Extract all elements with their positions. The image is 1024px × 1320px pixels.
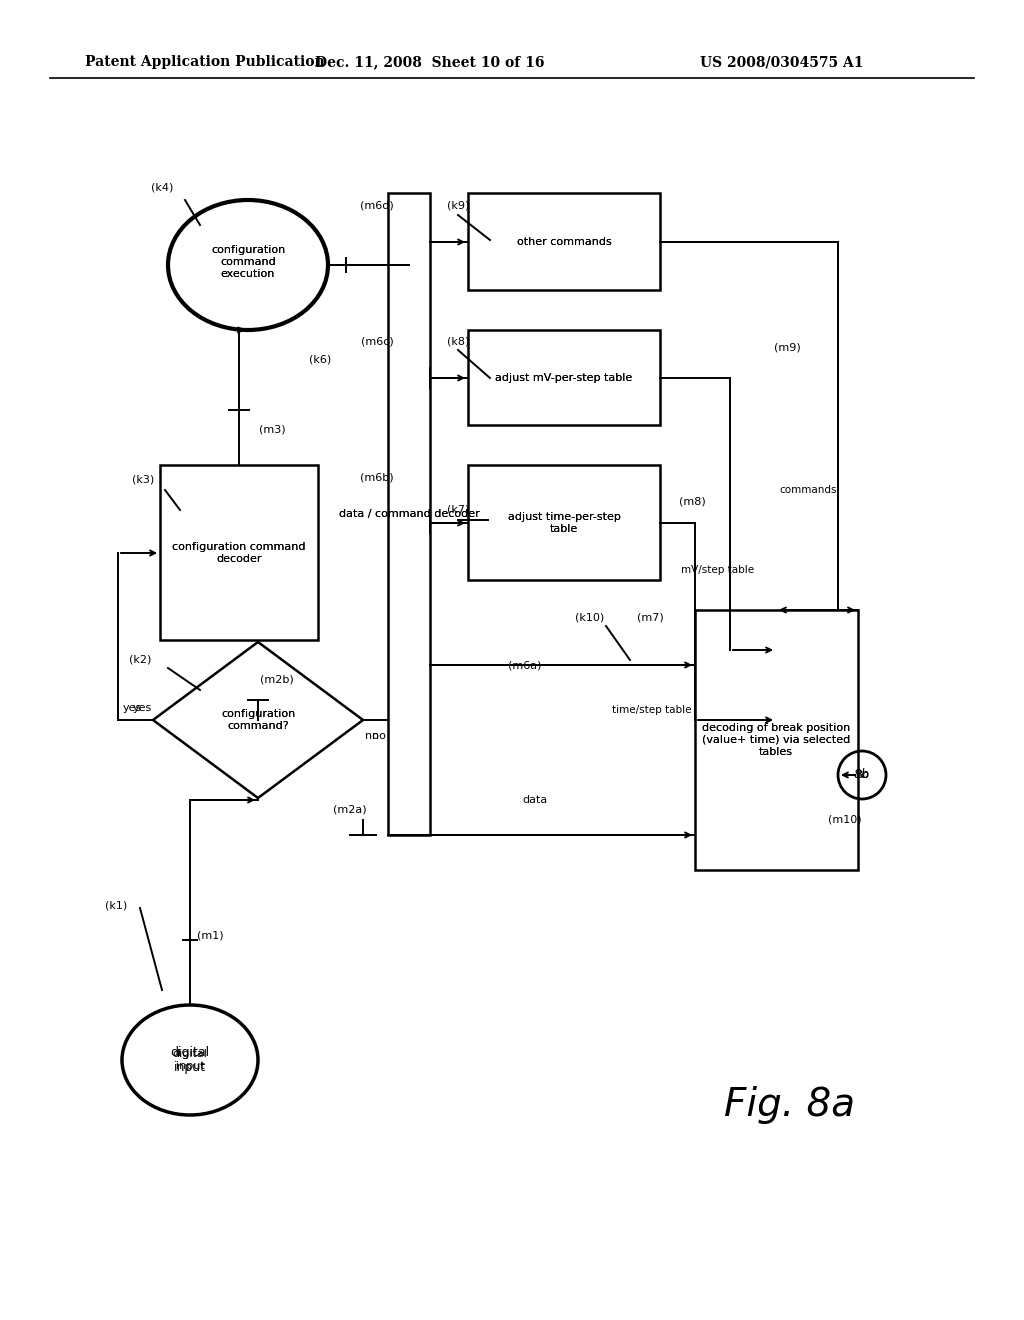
Bar <box>160 465 318 640</box>
Text: (m1): (m1) <box>197 931 223 940</box>
Text: (m9): (m9) <box>773 342 801 352</box>
Text: adjust mV-per-step table: adjust mV-per-step table <box>496 374 633 383</box>
Bar <box>468 330 660 425</box>
Text: configuration
command
execution: configuration command execution <box>211 246 285 279</box>
Text: time/step table: time/step table <box>612 705 692 715</box>
Text: adjust time-per-step
table: adjust time-per-step table <box>508 512 621 533</box>
Text: configuration
command?: configuration command? <box>221 709 295 731</box>
Text: decoding of break position
(value+ time) via selected
tables: decoding of break position (value+ time)… <box>701 723 850 756</box>
Text: (m3): (m3) <box>259 425 286 436</box>
Text: other commands: other commands <box>517 238 611 247</box>
Text: Dec. 11, 2008  Sheet 10 of 16: Dec. 11, 2008 Sheet 10 of 16 <box>315 55 545 69</box>
Text: commands: commands <box>779 484 837 495</box>
Text: (k4): (k4) <box>151 183 173 193</box>
Text: (m7): (m7) <box>637 612 664 623</box>
Text: data / command decoder: data / command decoder <box>339 510 479 519</box>
Text: data / command decoder: data / command decoder <box>339 510 479 519</box>
Text: configuration
command
execution: configuration command execution <box>211 246 285 279</box>
Text: (k8): (k8) <box>446 337 469 347</box>
Bar <box>468 465 660 579</box>
Text: (k3): (k3) <box>132 475 155 484</box>
Text: Patent Application Publication: Patent Application Publication <box>85 55 325 69</box>
Text: adjust time-per-step
table: adjust time-per-step table <box>508 512 621 533</box>
Text: (k2): (k2) <box>129 655 152 665</box>
Text: 8b: 8b <box>854 768 870 781</box>
Text: (k6): (k6) <box>309 355 331 366</box>
Text: Fig. 8a: Fig. 8a <box>724 1086 856 1125</box>
Bar <box>468 193 660 290</box>
Text: no: no <box>372 731 386 741</box>
Bar <box>695 610 858 870</box>
Text: decoding of break position
(value+ time) via selected
tables: decoding of break position (value+ time)… <box>701 723 850 756</box>
Text: yes: yes <box>123 704 142 713</box>
Text: 8b: 8b <box>855 770 869 780</box>
Text: configuration command
decoder: configuration command decoder <box>172 543 306 564</box>
Text: (k10): (k10) <box>575 612 604 623</box>
Text: (k9): (k9) <box>446 201 469 210</box>
Text: mV/step table: mV/step table <box>681 565 755 576</box>
Text: digital
input: digital input <box>170 1045 210 1074</box>
Text: digital
input: digital input <box>173 1049 208 1071</box>
Text: (m10): (m10) <box>828 814 862 825</box>
Text: (m8): (m8) <box>679 498 706 507</box>
Text: (m2a): (m2a) <box>333 805 367 814</box>
Text: (m6b): (m6b) <box>360 473 394 483</box>
Text: adjust mV-per-step table: adjust mV-per-step table <box>496 374 633 383</box>
Text: no: no <box>366 731 379 741</box>
Text: (k7): (k7) <box>446 506 469 515</box>
Text: data: data <box>522 795 548 805</box>
Text: yes: yes <box>132 704 152 713</box>
Text: (m2b): (m2b) <box>260 675 294 685</box>
Text: (m6c): (m6c) <box>360 337 393 347</box>
Text: configuration command
decoder: configuration command decoder <box>172 543 306 564</box>
Text: (m6d): (m6d) <box>360 201 394 210</box>
Text: (m6a): (m6a) <box>508 660 542 671</box>
Text: configuration
command?: configuration command? <box>221 709 295 731</box>
Text: (k1): (k1) <box>104 900 127 909</box>
Text: US 2008/0304575 A1: US 2008/0304575 A1 <box>700 55 863 69</box>
Bar <box>388 193 430 836</box>
Text: other commands: other commands <box>517 238 611 247</box>
